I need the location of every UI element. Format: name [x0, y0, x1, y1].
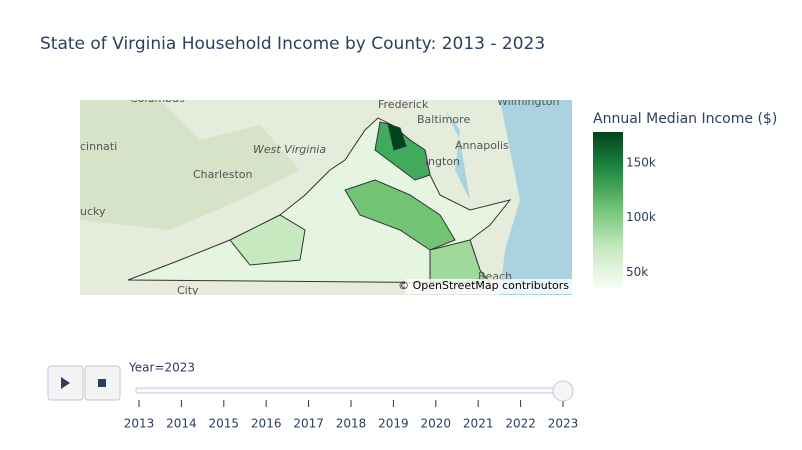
slider-step-label[interactable]: 2020: [421, 417, 452, 431]
slider-current: Year=2023: [128, 361, 195, 375]
slider-step-label[interactable]: 2014: [166, 417, 197, 431]
attribution-box: [405, 279, 572, 294]
place-label: Columbus: [130, 92, 185, 105]
stop-icon: [98, 379, 106, 387]
map-terrain: [80, 100, 300, 230]
attribution: © OpenStreetMap contributors: [398, 279, 569, 292]
place-label: Wilmington: [497, 95, 560, 108]
slider-step-label[interactable]: 2022: [505, 417, 536, 431]
place-label: Charleston: [193, 168, 253, 181]
colorbar-tick-label: 150k: [626, 155, 656, 169]
county-region: [344, 179, 456, 251]
slider-step-label[interactable]: 2019: [378, 417, 409, 431]
colorbar-tick-label: 50k: [626, 265, 648, 279]
play-icon: [61, 377, 70, 389]
place-label: Frederick: [378, 98, 429, 111]
place-label: Baltimore: [417, 113, 470, 126]
slider-step-label[interactable]: 2015: [209, 417, 240, 431]
slider-step-label[interactable]: 2018: [336, 417, 367, 431]
slider-step-label[interactable]: 2023: [548, 417, 579, 431]
map[interactable]: Columbus Wilmington Frederick Baltimore cinn…: [80, 92, 572, 297]
place-label: cinnati: [80, 140, 117, 153]
place-label: City: [177, 284, 199, 297]
slider-step-label[interactable]: 2013: [124, 417, 155, 431]
county-region: [387, 123, 407, 151]
map-bay: [445, 110, 470, 200]
slider-step-label[interactable]: 2021: [463, 417, 494, 431]
place-label: Annapolis: [455, 139, 509, 152]
slider-step-label[interactable]: 2016: [251, 417, 282, 431]
place-label: West Virginia: [253, 143, 326, 156]
county-region: [429, 239, 492, 284]
slider-handle[interactable]: [552, 380, 574, 402]
colorbar-title: Annual Median Income ($): [593, 111, 777, 127]
slider-rail[interactable]: [135, 387, 567, 394]
colorbar-tick-label: 100k: [626, 210, 656, 224]
place-label: ucky: [80, 205, 106, 218]
title: State of Virginia Household Income by Co…: [40, 34, 545, 54]
colorbar: [593, 132, 623, 287]
place-label: ington: [425, 155, 460, 168]
county-region: [229, 214, 306, 266]
map-water: [500, 100, 572, 295]
slider-step-label[interactable]: 2017: [293, 417, 324, 431]
